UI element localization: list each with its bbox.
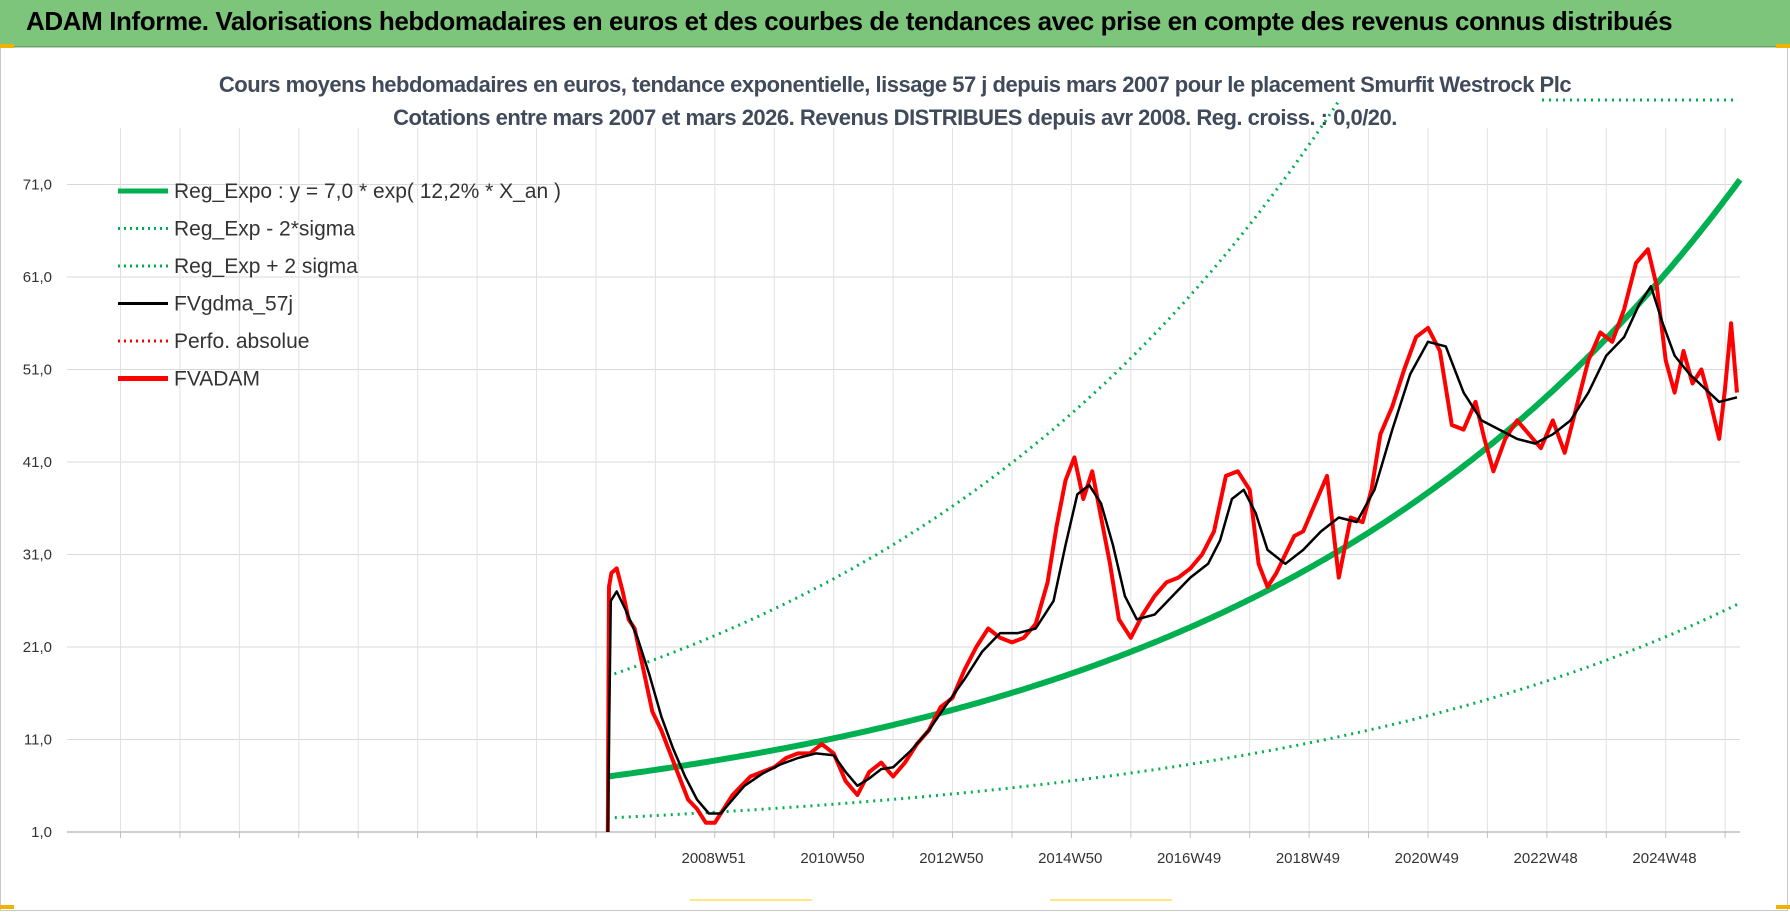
legend-label: FVADAM <box>174 368 260 391</box>
x-tick-label: 2020W49 <box>1395 850 1459 867</box>
legend: Reg_Expo : y = 7,0 * exp( 12,2% * X_an )… <box>118 180 561 391</box>
reg-exp-minus-2sigma-line <box>607 601 1741 820</box>
corner-accent-bl <box>0 905 14 909</box>
header-banner: ADAM Informe. Valorisations hebdomadaire… <box>0 0 1790 47</box>
corner-accent-br <box>1776 905 1790 909</box>
y-tick-label: 71,0 <box>23 177 52 194</box>
legend-label: Perfo. absolue <box>174 330 309 353</box>
x-tick-label: 2014W50 <box>1038 850 1102 867</box>
y-tick-label: 41,0 <box>23 454 52 471</box>
legend-label: Reg_Exp - 2*sigma <box>174 218 355 241</box>
y-tick-label: 11,0 <box>24 732 52 749</box>
fvgdma-57j-line <box>606 285 1738 833</box>
x-tick-label: 2010W50 <box>800 850 864 867</box>
trend-lines <box>607 99 1743 820</box>
x-tick-label: 2012W50 <box>919 850 983 867</box>
banner-title: ADAM Informe. Valorisations hebdomadaire… <box>26 6 1673 36</box>
selection-mark-right <box>1050 899 1172 901</box>
x-tick-label: 2018W49 <box>1276 850 1340 867</box>
chart-frame <box>0 47 1788 911</box>
x-tick-label: 2016W49 <box>1157 850 1221 867</box>
legend-label: FVgdma_57j <box>174 293 293 316</box>
grid-lines <box>67 128 1740 833</box>
fvadam-line <box>605 247 1739 833</box>
y-tick-label: 21,0 <box>23 639 52 656</box>
y-tick-label: 51,0 <box>23 362 52 379</box>
y-tick-label: 1,0 <box>31 824 52 841</box>
x-tick-label: 2008W51 <box>682 850 746 867</box>
y-tick-label: 31,0 <box>23 547 52 564</box>
legend-label: Reg_Expo : y = 7,0 * exp( 12,2% * X_an ) <box>174 180 561 203</box>
series-lines <box>605 247 1739 833</box>
x-tick-label: 2024W48 <box>1632 850 1696 867</box>
x-tick-label: 2022W48 <box>1514 850 1578 867</box>
reg-expo-line <box>607 177 1743 780</box>
corner-accent-tr <box>1776 44 1790 48</box>
y-tick-label: 61,0 <box>23 269 52 286</box>
corner-accent-tl <box>0 44 14 48</box>
chart-title: Cours moyens hebdomadaires en euros, ten… <box>218 72 1572 97</box>
chart-subtitle: Cotations entre mars 2007 et mars 2026. … <box>393 105 1397 130</box>
reg-exp-plus-2sigma-line <box>607 99 1341 678</box>
selection-mark-left <box>690 899 812 901</box>
legend-label: Reg_Exp + 2 sigma <box>174 255 358 278</box>
axes: 1,0 11,0 21,0 31,0 41,0 51,0 61,0 71,0 2008W51 20… <box>23 177 1740 867</box>
